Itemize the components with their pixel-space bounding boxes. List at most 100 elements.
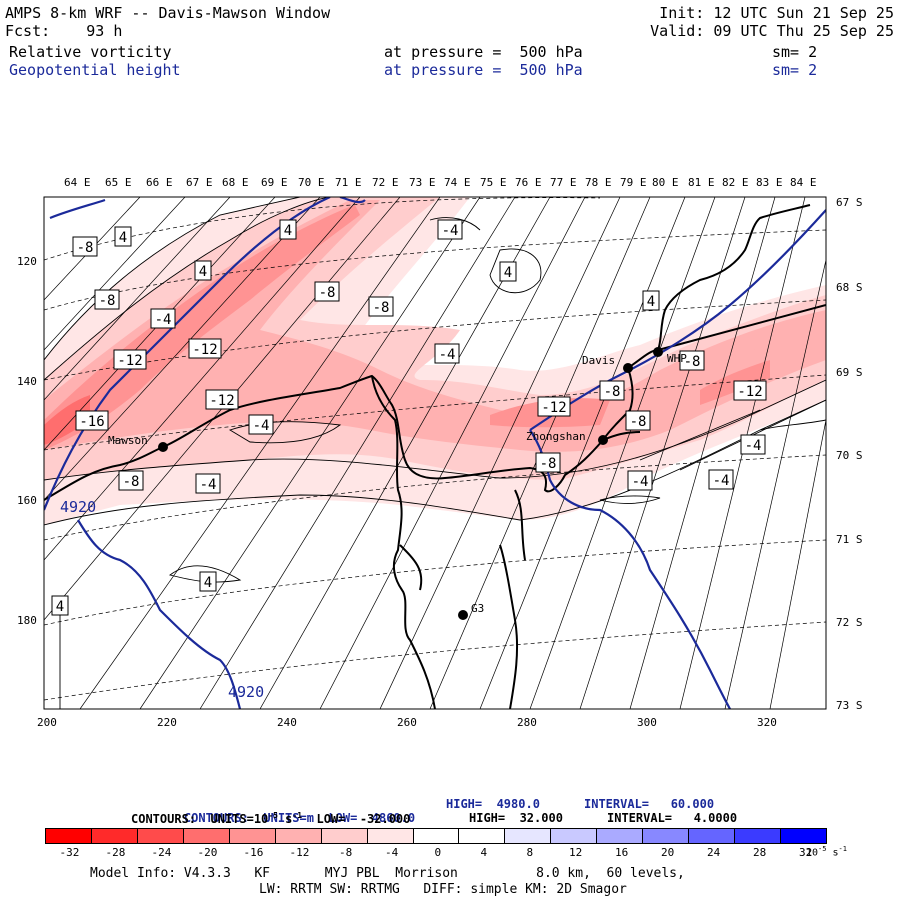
colorbar-label: -32: [59, 846, 80, 859]
longitude-label: 78 E: [585, 176, 612, 189]
vorticity-label: -12: [541, 400, 566, 416]
longitude-label: 68 E: [222, 176, 249, 189]
vorticity-label: -16: [79, 414, 104, 430]
height-label: 4920: [60, 498, 96, 516]
vorticity-label: 4: [119, 230, 127, 246]
vorticity-labels: -8 4 4 -8 -4 4 -8 -8 4 -4 -12 -12 -4 4 -12 -8 -8 -16 -4 -12…: [51, 219, 767, 616]
vorticity-label-box: [733, 380, 767, 401]
colorbar-swatch: [367, 829, 414, 843]
vorticity-label-box: [194, 260, 212, 281]
contours-high-2: HIGH= 32.000: [469, 811, 563, 825]
vorticity-label: -4: [745, 438, 762, 454]
vorticity-label-box: [113, 349, 147, 370]
latitude-label: 68 S: [836, 281, 863, 294]
vorticity-label-box: [75, 410, 109, 431]
x-tick-label: 200: [37, 716, 57, 729]
contours-info-2: CONTOURS: UNITS=10-5 s-1 LOW= -32.000: [131, 811, 411, 826]
vorticity-label: -4: [253, 418, 270, 434]
chart-title: AMPS 8-km WRF -- Davis-Mawson Window: [5, 4, 331, 22]
vorticity-label-box: [94, 289, 120, 310]
vorticity-label: -4: [442, 223, 459, 239]
field2-sm: sm= 2: [772, 61, 818, 79]
contours-interval-2: INTERVAL= 4.0000: [607, 811, 738, 825]
latitude-label: 73 S: [836, 699, 863, 712]
vorticity-label-box: [740, 434, 766, 455]
vorticity-label-box: [537, 396, 571, 417]
station-label: WHP: [667, 352, 687, 365]
vorticity-label: 4: [204, 575, 212, 591]
vorticity-label-box: [535, 452, 561, 473]
x-tick-label: 320: [757, 716, 777, 729]
colorbar-label: 12: [569, 846, 583, 859]
vorticity-label-box: [599, 380, 625, 401]
vorticity-label: -4: [155, 312, 172, 328]
field1-level: at pressure = 500 hPa: [384, 43, 583, 61]
vorticity-label-box: [248, 414, 274, 435]
colorbar-label: -4: [385, 846, 399, 859]
vorticity-label: 4: [284, 223, 292, 239]
vorticity-label-box: [499, 261, 517, 282]
vorticity-label: -12: [192, 342, 217, 358]
colorbar: [45, 828, 827, 844]
geopotential-contours: [44, 197, 826, 709]
contours-info-1: CONTOURS: UNITS=m LOW= 4860.0: [183, 811, 416, 825]
field2-level: at pressure = 500 hPa: [384, 61, 583, 79]
longitude-label: 71 E: [335, 176, 362, 189]
longitude-label: 74 E: [444, 176, 471, 189]
station-label: Mawson: [108, 434, 148, 447]
longitude-label: 79 E: [620, 176, 647, 189]
vorticity-label-box: [51, 595, 69, 616]
longitude-label: 81 E: [688, 176, 715, 189]
vorticity-label-box: [188, 338, 222, 359]
station-label: Davis: [582, 354, 615, 367]
longitude-label: 65 E: [105, 176, 132, 189]
colorbar-label: 32: [799, 846, 813, 859]
vorticity-label-box: [625, 410, 651, 431]
y-tick-label: 160: [17, 494, 37, 507]
colorbar-swatch: [597, 829, 644, 843]
colorbar-label: -12: [289, 846, 310, 859]
colorbar-swatch: [459, 829, 506, 843]
longitude-label: 82 E: [722, 176, 749, 189]
vorticity-label: -12: [209, 393, 234, 409]
longitude-label: 73 E: [409, 176, 436, 189]
station-marker: [158, 442, 168, 452]
colorbar-swatch: [91, 829, 138, 843]
field1-name: Relative vorticity: [9, 43, 172, 61]
latitude-label: 72 S: [836, 616, 863, 629]
vorticity-label: -8: [123, 474, 140, 490]
colorbar-label: -16: [243, 846, 264, 859]
colorbar-swatch: [137, 829, 184, 843]
colorbar-swatch: [183, 829, 230, 843]
x-tick-label: 260: [397, 716, 417, 729]
plot-frame: [43, 196, 827, 710]
longitude-label: 69 E: [261, 176, 288, 189]
latitude-label: 71 S: [836, 533, 863, 546]
vorticity-label-box: [72, 236, 98, 257]
vorticity-label-box: [437, 219, 463, 240]
vorticity-label-box: [205, 389, 239, 410]
y-tick-label: 120: [17, 255, 37, 268]
x-tick-label: 280: [517, 716, 537, 729]
longitude-label: 80 E: [652, 176, 679, 189]
longitude-label: 76 E: [515, 176, 542, 189]
vorticity-label: -4: [713, 473, 730, 489]
vorticity-label: 4: [56, 599, 64, 615]
height-label: 4920: [228, 683, 264, 701]
vorticity-label: -4: [439, 347, 456, 363]
vorticity-label-box: [642, 290, 660, 311]
longitude-label: 67 E: [186, 176, 213, 189]
colorbar-label: 0: [434, 846, 442, 859]
colorbar-swatch: [46, 829, 92, 843]
station-marker: [653, 347, 663, 357]
model-info-2: LW: RRTM SW: RRTMG DIFF: simple KM: 2D S…: [259, 882, 627, 897]
vorticity-label-box: [434, 343, 460, 364]
init-time: Init: 12 UTC Sun 21 Sep 25: [659, 4, 894, 22]
longitude-label: 64 E: [64, 176, 91, 189]
vorticity-label-box: [150, 308, 176, 329]
latitude-label: 69 S: [836, 366, 863, 379]
colorbar-swatch: [275, 829, 322, 843]
colorbar-swatch: [413, 829, 460, 843]
longitude-label: 66 E: [146, 176, 173, 189]
